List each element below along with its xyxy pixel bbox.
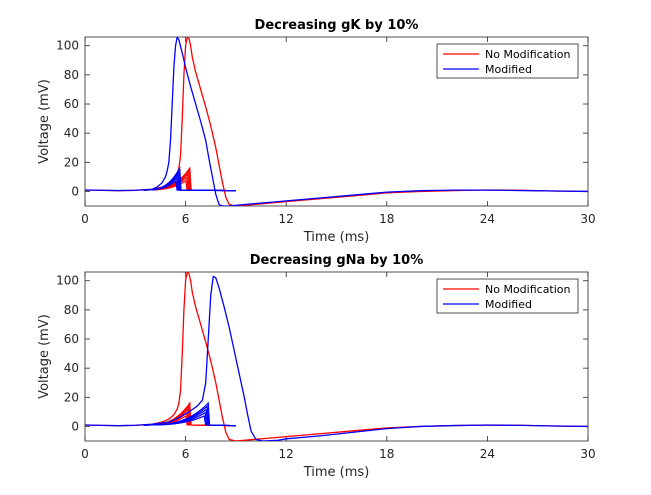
legend-entry-label: Modified [485,63,532,76]
x-tick-label: 0 [81,212,89,226]
subplot-gna: 0 6 12 18 24 30 0 20 40 60 80 100 Decreasing gNa by … [37,253,596,480]
x-tick-label: 18 [379,212,394,226]
y-tick-label: 60 [64,332,79,346]
y-tick-label: 60 [64,97,79,111]
y-tick-label: 20 [64,155,79,169]
subplot-gk: 0 6 12 18 24 30 0 20 40 60 80 100 Decreasing gK by 1… [37,18,596,245]
y-tick-label: 40 [64,126,79,140]
series-line [85,272,588,441]
y-axis-label: Voltage (mV) [37,79,52,164]
chart-title: Decreasing gNa by 10% [250,253,424,268]
y-tick-label: 100 [56,274,79,288]
x-tick-label: 18 [379,447,394,461]
y-tick-label: 100 [56,39,79,53]
axes-box [84,271,589,442]
series-line [85,37,588,206]
legend-box [436,43,579,79]
y-axis-label: Voltage (mV) [37,314,52,399]
series-group [85,275,588,441]
series-line [85,275,588,441]
x-axis-label: Time (ms) [303,230,370,245]
y-tick-label: 80 [64,68,79,82]
x-tick-label: 24 [480,212,495,226]
x-axis-label: Time (ms) [303,465,370,480]
legend-entry-label: No Modification [485,48,571,61]
legend-entry-label: Modified [485,298,532,311]
x-tick-label: 6 [182,447,190,461]
y-tick-label: 20 [64,390,79,404]
x-tick-label: 0 [81,447,89,461]
x-tick-label: 24 [480,447,495,461]
y-tick-label: 80 [64,303,79,317]
x-tick-label: 12 [279,447,294,461]
x-tick-label: 30 [580,212,595,226]
chart-title: Decreasing gK by 10% [255,18,419,33]
x-tick-label: 12 [279,212,294,226]
series-group [85,37,588,206]
y-tick-label: 40 [64,361,79,375]
x-tick-label: 30 [580,447,595,461]
legend: No Modification Modified [436,278,579,314]
x-tick-label: 6 [182,212,190,226]
legend-box [436,278,579,314]
series-threshold-trace [143,401,236,427]
y-tick-label: 0 [71,184,79,198]
legend: No Modification Modified [436,43,579,79]
y-tick-label: 0 [71,419,79,433]
legend-entry-label: No Modification [485,283,571,296]
